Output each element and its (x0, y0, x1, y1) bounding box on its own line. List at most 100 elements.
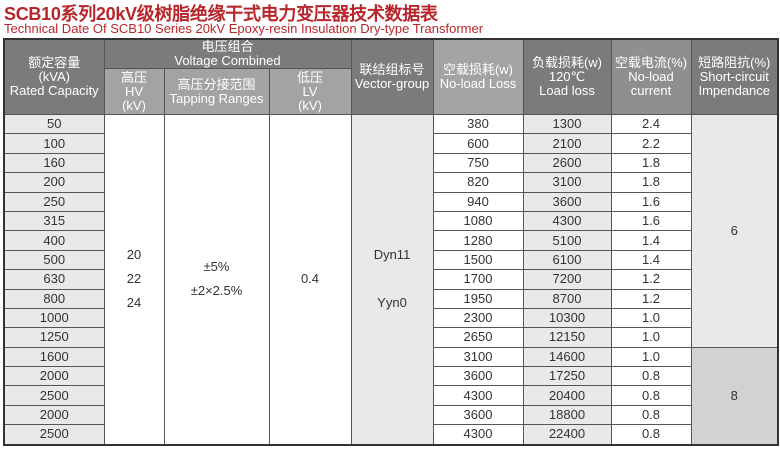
table-row: 1600 3100 14600 1.0 8 (3, 346, 779, 446)
rated-capacity-cell: 50 (3, 113, 105, 135)
no-load-current-cell: 1.8 (610, 172, 692, 193)
rated-capacity-cell: 800 (3, 288, 105, 309)
load-loss-cell: 5100 (522, 230, 612, 251)
header-load-loss: 负载损耗(w) 120℃ Load loss (522, 38, 612, 115)
header-capacity: 额定容量 (kVA) Rated Capacity (3, 38, 105, 115)
header-impedance: 短路阻抗(%) Short-circuit Impendance (690, 38, 779, 115)
table-row: 250 940 3600 1.6 (3, 191, 778, 212)
load-loss-cell: 4300 (522, 210, 612, 232)
load-loss-cell: 17250 (522, 366, 612, 387)
page-title: SCB10系列20kV级树脂绝缘干式电力变压器技术数据表 (4, 4, 438, 24)
load-loss-cell: 1300 (522, 113, 612, 135)
rated-capacity-cell: 1600 (3, 346, 105, 368)
tapping-value: ±5% (203, 259, 230, 275)
lv-value-cell: 0.4 (268, 113, 352, 446)
rated-capacity-cell: 200 (3, 172, 105, 193)
no-load-loss-cell: 4300 (432, 424, 524, 446)
load-loss-cell: 3100 (522, 172, 612, 193)
no-load-loss-cell: 1500 (432, 249, 524, 271)
header-no-load-loss: 空载损耗(w) No-load Loss (432, 38, 524, 115)
no-load-current-cell: 1.0 (610, 307, 692, 329)
no-load-current-cell: 0.8 (610, 404, 692, 426)
no-load-current-cell: 1.0 (610, 327, 692, 348)
rated-capacity-cell: 2500 (3, 424, 105, 446)
table-row: 400 1280 5100 1.4 (3, 230, 778, 251)
table-row: 160 750 2600 1.8 (3, 152, 778, 174)
no-load-current-cell: 1.6 (610, 210, 692, 232)
impedance-cell-6: 6 (690, 114, 779, 348)
rated-capacity-cell: 630 (3, 269, 105, 290)
table-row: 500 1500 6100 1.4 (3, 249, 778, 271)
load-loss-cell: 2100 (522, 133, 612, 154)
table-row: 200 820 3100 1.8 (3, 172, 778, 193)
rated-capacity-cell: 315 (3, 210, 105, 232)
no-load-loss-cell: 820 (432, 172, 524, 193)
table-row: 2500 4300 22400 0.8 (3, 424, 778, 446)
header-vector-group: 联结组标号 Vector-group (350, 38, 434, 115)
rated-capacity-cell: 250 (3, 191, 105, 212)
load-loss-cell: 14600 (522, 346, 612, 368)
table-row: 50 20 22 24 ±5% ±2×2.5% 0.4 Dyn11 Yyn0 380 1300 2.4… (3, 113, 779, 446)
no-load-current-cell: 2.2 (610, 133, 692, 154)
rated-capacity-cell: 500 (3, 249, 105, 271)
no-load-loss-cell: 2650 (432, 327, 524, 348)
no-load-loss-cell: 1700 (432, 269, 524, 290)
transformer-data-table: 额定容量 (kVA) Rated Capacity 电压组合 Voltage Comb… (3, 38, 779, 446)
rated-capacity-cell: 2500 (3, 385, 105, 406)
no-load-current-cell: 1.4 (610, 230, 692, 251)
load-loss-cell: 2600 (522, 152, 612, 174)
header-voltage-combined: 电压组合 Voltage Combined (103, 38, 352, 69)
rated-capacity-cell: 2000 (3, 366, 105, 387)
hv-value: 24 (126, 295, 142, 311)
impedance-cell-8: 8 (690, 346, 779, 446)
no-load-loss-cell: 2300 (432, 307, 524, 329)
table-row: 315 1080 4300 1.6 (3, 210, 778, 232)
hv-values-cell: 20 22 24 (103, 113, 165, 446)
rated-capacity-cell: 2000 (3, 404, 105, 426)
rated-capacity-cell: 1000 (3, 307, 105, 329)
tapping-value: ±2×2.5% (190, 283, 243, 299)
vector-group-value: Dyn11 (373, 247, 411, 263)
rated-capacity-cell: 100 (3, 133, 105, 154)
no-load-current-cell: 2.4 (610, 113, 692, 135)
no-load-loss-cell: 1950 (432, 288, 524, 309)
no-load-current-cell: 1.2 (610, 269, 692, 290)
load-loss-cell: 6100 (522, 249, 612, 271)
load-loss-cell: 22400 (522, 424, 612, 446)
table-row: 2000 3600 18800 0.8 (3, 404, 778, 426)
rated-capacity-cell: 1250 (3, 327, 105, 348)
load-loss-cell: 18800 (522, 404, 612, 426)
no-load-current-cell: 0.8 (610, 366, 692, 387)
lv-value: 0.4 (300, 271, 320, 287)
rated-capacity-cell: 160 (3, 152, 105, 174)
no-load-loss-cell: 3100 (432, 346, 524, 368)
load-loss-cell: 10300 (522, 307, 612, 329)
no-load-loss-cell: 380 (432, 113, 524, 135)
page-subtitle: Technical Date Of SCB10 Series 20kV Epox… (4, 21, 484, 36)
no-load-current-cell: 1.4 (610, 249, 692, 271)
no-load-loss-cell: 600 (432, 133, 524, 154)
no-load-current-cell: 1.6 (610, 191, 692, 212)
rated-capacity-cell: 400 (3, 230, 105, 251)
no-load-current-cell: 0.8 (610, 385, 692, 406)
table-row: 630 1700 7200 1.2 (3, 269, 778, 290)
table-row: 2500 4300 20400 0.8 (3, 385, 778, 406)
no-load-current-cell: 0.8 (610, 424, 692, 446)
no-load-loss-cell: 1280 (432, 230, 524, 251)
vector-group-value: Yyn0 (377, 295, 407, 311)
no-load-current-cell: 1.0 (610, 346, 692, 368)
hv-value: 20 (126, 247, 142, 263)
no-load-loss-cell: 1080 (432, 210, 524, 232)
no-load-loss-cell: 3600 (432, 366, 524, 387)
header-lv: 低压 LV (kV) (268, 68, 352, 115)
no-load-loss-cell: 3600 (432, 404, 524, 426)
hv-value: 22 (126, 271, 142, 287)
load-loss-cell: 7200 (522, 269, 612, 290)
no-load-loss-cell: 750 (432, 152, 524, 174)
load-loss-cell: 12150 (522, 327, 612, 348)
table-row: 100 600 2100 2.2 (3, 133, 778, 154)
no-load-current-cell: 1.2 (610, 288, 692, 309)
header-hv: 高压 HV (kV) (103, 68, 165, 115)
no-load-loss-cell: 4300 (432, 385, 524, 406)
no-load-loss-cell: 940 (432, 191, 524, 212)
